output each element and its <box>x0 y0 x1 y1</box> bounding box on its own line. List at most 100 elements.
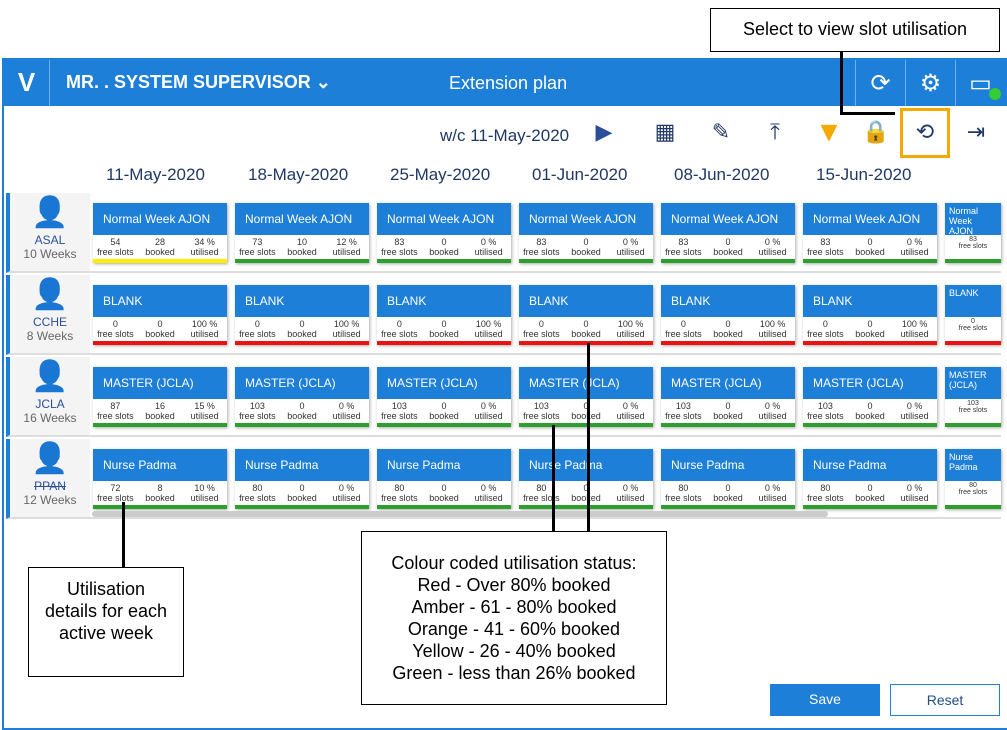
gear-icon[interactable]: ⚙ <box>905 60 955 106</box>
week-card[interactable]: Nurse Padma 80 free slots 0 booked 0 % utilise… <box>803 449 937 509</box>
legend-line: Red - Over 80% booked <box>417 575 611 595</box>
utilised-label: utilised <box>474 493 503 503</box>
free-slots-value: 80 <box>820 483 831 493</box>
locked-user-icon: 👤 <box>31 196 69 229</box>
pencil-icon[interactable]: ✎ <box>711 120 731 145</box>
free-slots-value: 103 <box>817 401 833 411</box>
template-name: BLANK <box>803 285 937 317</box>
refresh-icon[interactable]: ⟳ <box>855 60 905 106</box>
week-card[interactable]: MASTER (JCLA) 103 free slots 0 booked 0 % util… <box>235 367 369 427</box>
free-slots-value: 0 <box>822 319 828 329</box>
free-slots-label: free slots <box>381 329 418 339</box>
booked-label: booked <box>287 411 317 421</box>
utilisation-status-bar <box>661 505 795 509</box>
week-card[interactable]: Normal Week AJON 73 free slots 10 booked 12 %… <box>235 203 369 263</box>
week-card[interactable]: Nurse Padma 72 free slots 8 booked 10 % utilis… <box>93 449 227 509</box>
utilised-value: 10 % <box>194 483 215 493</box>
staff-name[interactable]: PPAN <box>34 479 66 493</box>
booked-label: booked <box>429 411 459 421</box>
week-card[interactable]: MASTER (JCLA) 103 free slots 0 booked 0 % util… <box>519 367 653 427</box>
free-slots-value: 80 <box>394 483 405 493</box>
staff-name[interactable]: ASAL <box>34 233 66 247</box>
free-slots-value: 83 <box>969 236 977 243</box>
utilised-value: 0 % <box>480 401 497 411</box>
filter-icon[interactable]: ▼ <box>820 120 838 145</box>
utilised-value: 0 % <box>906 401 923 411</box>
week-card[interactable]: Normal Week AJON 83 free slots 0 booked 0 % ut… <box>661 203 795 263</box>
utilised-value: 0 % <box>906 237 923 247</box>
staff-member[interactable]: 👤 ASAL 10 Weeks <box>10 193 90 271</box>
week-card[interactable]: MASTER (JCLA) 103 free slots 0 booked 0 % util… <box>803 367 937 427</box>
booked-label: booked <box>571 411 601 421</box>
utilisation-status-bar <box>661 341 795 345</box>
staff-weeks: 16 Weeks <box>23 411 77 425</box>
week-card[interactable]: Nurse Padma 80 free slots 0 booked 0 % utilise… <box>377 449 511 509</box>
booked-value: 0 <box>583 483 589 493</box>
week-card[interactable]: BLANK 0 free slots 0 booked 100 % utilised <box>803 285 937 345</box>
week-date-header: 01-Jun-2020 <box>532 165 628 184</box>
utilisation-status-bar <box>945 259 1001 263</box>
week-card[interactable]: BLANK 0 free slots 0 booked 100 % utilised <box>519 285 653 345</box>
template-name: Normal Week AJON <box>377 203 511 235</box>
staff-name[interactable]: CCHE <box>32 315 67 329</box>
utilised-value: 0 % <box>622 237 639 247</box>
utilisation-status-bar <box>377 423 511 427</box>
template-name: MASTER (JCLA) <box>93 367 227 399</box>
week-card[interactable]: BLANK 0 free slots 0 booked 100 % utilised <box>377 285 511 345</box>
template-name: Normal Week AJON <box>661 203 795 235</box>
template-name: Nurse Padma <box>945 449 1001 481</box>
staff-member[interactable]: 👤 JCLA 16 Weeks <box>10 357 90 435</box>
week-commencing: w/c 11-May-2020 <box>440 126 570 145</box>
lock-icon[interactable]: 🔒 <box>862 120 890 145</box>
utilisation-status-bar <box>803 259 937 263</box>
save-button[interactable]: Save <box>770 684 880 716</box>
upload-icon[interactable]: ⤒ <box>770 120 780 145</box>
app-logo[interactable]: V <box>4 60 50 106</box>
free-slots-value: 103 <box>249 401 265 411</box>
expand-icon[interactable]: ⇥ <box>966 120 986 145</box>
staff-weeks: 12 Weeks <box>23 493 77 507</box>
booked-value: 0 <box>583 319 589 329</box>
staff-member[interactable]: 👤 CCHE 8 Weeks <box>10 275 90 353</box>
user-menu[interactable]: MR. . SYSTEM SUPERVISOR ⌄ <box>66 72 331 93</box>
calendar-icon[interactable]: ▦ <box>654 120 676 145</box>
user-icon: 👤 <box>31 360 69 393</box>
week-card[interactable]: Normal Week AJON 83 free slots 0 booked 0 % ut… <box>519 203 653 263</box>
free-slots-label: free slots <box>239 411 276 421</box>
staff-member[interactable]: 👤 PPAN 12 Weeks <box>10 439 90 517</box>
utilised-label: utilised <box>474 247 503 257</box>
week-card[interactable]: Normal Week AJON 83 free slots 0 booked 0 % ut… <box>803 203 937 263</box>
week-card[interactable]: Nurse Padma 80 free slots 0 booked 0 % utilise… <box>661 449 795 509</box>
week-card[interactable]: Nurse Padma 80 free slots 0 booked 0 % utilise… <box>235 449 369 509</box>
slot-utilisation-icon[interactable]: ⟲ <box>900 108 950 158</box>
next-week-icon[interactable]: ▶ <box>595 120 613 145</box>
week-card[interactable]: MASTER (JCLA) 103 free slots 0 booked 0 % util… <box>661 367 795 427</box>
utilisation-status-bar <box>93 259 227 263</box>
monitor-icon[interactable]: ▭ <box>955 60 1005 106</box>
free-slots-value: 0 <box>538 319 544 329</box>
free-slots-value: 103 <box>391 401 407 411</box>
week-card[interactable]: Normal Week AJON 83 free slots 0 booked 0 % ut… <box>377 203 511 263</box>
week-card[interactable]: Normal Week AJON 54 free slots 28 booked 34 %… <box>93 203 227 263</box>
legend-line: Orange - 41 - 60% booked <box>407 619 621 639</box>
legend-line: Yellow - 26 - 40% booked <box>412 641 616 661</box>
week-card[interactable]: BLANK 0 free slots 0 booked 100 % utilised <box>93 285 227 345</box>
staff-name[interactable]: JCLA <box>35 397 65 411</box>
utilised-label: utilised <box>474 329 503 339</box>
week-card[interactable]: BLANK 0 free slots 0 booked 100 % utilised <box>661 285 795 345</box>
template-name: BLANK <box>235 285 369 317</box>
free-slots-label: free slots <box>523 329 560 339</box>
utilised-label: utilised <box>758 329 787 339</box>
horizontal-scrollbar[interactable] <box>92 511 828 517</box>
reset-button[interactable]: Reset <box>890 684 1000 716</box>
booked-value: 0 <box>299 401 305 411</box>
template-name: Normal Week AJON <box>235 203 369 235</box>
week-card[interactable]: MASTER (JCLA) 103 free slots 0 booked 0 % util… <box>377 367 511 427</box>
week-card[interactable]: BLANK 0 free slots 0 booked 100 % utilised <box>235 285 369 345</box>
week-card[interactable]: Nurse Padma 80 free slots 0 booked 0 % utilise… <box>519 449 653 509</box>
week-card[interactable]: MASTER (JCLA) 87 free slots 16 booked 15 % uti… <box>93 367 227 427</box>
